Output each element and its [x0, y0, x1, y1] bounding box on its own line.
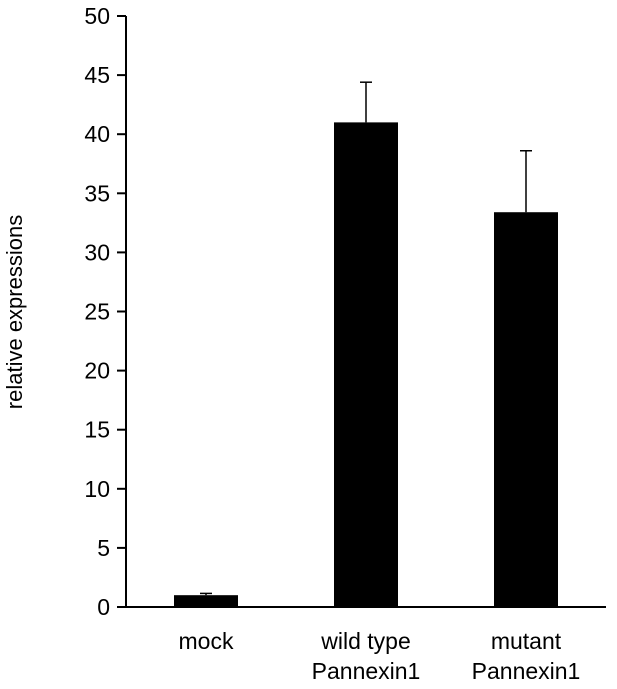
x-axis-labels: mock wild type Pannexin1 mutant Pannexin1: [179, 628, 581, 684]
y-tick-label: 30: [84, 239, 110, 265]
error-bars: [200, 81, 532, 596]
y-axis-ticks: 0 5 10 15 20 25 30 35 40 45 50: [84, 3, 126, 620]
y-axis-title: relative expressions: [2, 215, 27, 409]
y-tick-label: 20: [84, 358, 110, 384]
y-tick-label: 15: [84, 417, 110, 443]
y-tick-label: 25: [84, 299, 110, 325]
y-tick-label: 10: [84, 476, 110, 502]
x-category-label: Pannexin1: [472, 658, 581, 684]
y-tick-label: 50: [84, 3, 110, 29]
y-tick-label: 5: [97, 535, 110, 561]
y-tick-label: 45: [84, 62, 110, 88]
bars: [174, 122, 558, 607]
bar: [334, 122, 398, 607]
y-tick-label: 40: [84, 121, 110, 147]
y-tick-label: 0: [97, 594, 110, 620]
bar: [174, 595, 238, 607]
bar: [494, 212, 558, 607]
x-category-label: mutant: [491, 628, 562, 654]
y-tick-label: 35: [84, 180, 110, 206]
x-category-label: Pannexin1: [312, 658, 421, 684]
x-category-label: mock: [179, 628, 234, 654]
x-category-label: wild type: [320, 628, 410, 654]
